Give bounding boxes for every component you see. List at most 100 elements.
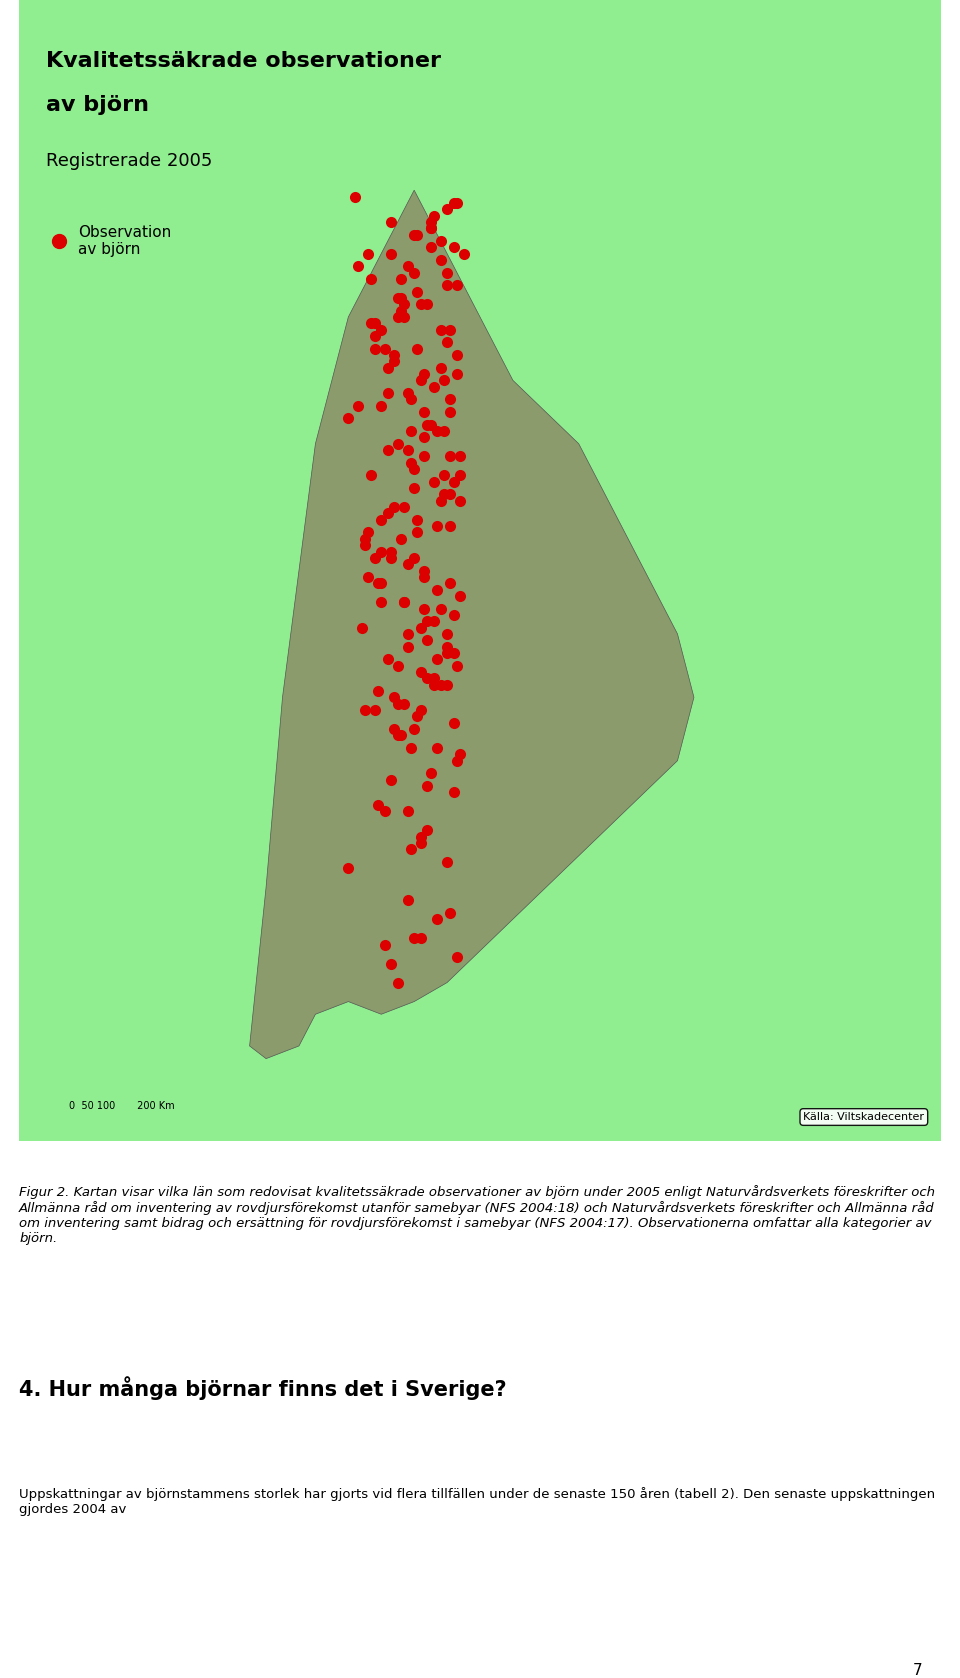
Text: Figur 2. Kartan visar vilka län som redovisat kvalitetssäkrade observationer av : Figur 2. Kartan visar vilka län som redo…: [19, 1185, 935, 1245]
Point: [443, 571, 458, 597]
Point: [420, 628, 435, 654]
Point: [417, 443, 432, 470]
Point: [426, 664, 442, 691]
Point: [360, 519, 375, 545]
Point: [446, 190, 462, 216]
Polygon shape: [19, 0, 941, 1141]
Point: [456, 240, 471, 267]
Point: [403, 418, 419, 445]
Point: [449, 272, 465, 299]
Point: [383, 544, 398, 571]
Text: Registrerade 2005: Registrerade 2005: [45, 153, 212, 169]
Point: [364, 461, 379, 488]
Point: [383, 950, 398, 977]
Point: [420, 411, 435, 438]
Text: Uppskattningar av björnstammens storlek har gjorts vid flera tillfällen under de: Uppskattningar av björnstammens storlek …: [19, 1487, 935, 1515]
Point: [394, 525, 409, 552]
Point: [436, 482, 451, 508]
Point: [429, 906, 444, 933]
Point: [449, 943, 465, 970]
Point: [390, 722, 405, 748]
Point: [420, 290, 435, 317]
Point: [406, 544, 421, 571]
Point: [433, 671, 448, 698]
Point: [367, 544, 382, 571]
Text: Källa: Viltskadecenter: Källa: Viltskadecenter: [804, 1113, 924, 1123]
Point: [390, 653, 405, 680]
Point: [446, 468, 462, 495]
Point: [406, 715, 421, 742]
Point: [383, 208, 398, 235]
Point: [449, 653, 465, 680]
Point: [440, 196, 455, 223]
Point: [367, 336, 382, 362]
Point: [396, 304, 412, 331]
Point: [446, 233, 462, 260]
Point: [433, 596, 448, 623]
Point: [433, 247, 448, 274]
Point: [446, 601, 462, 628]
Text: av björn: av björn: [45, 96, 149, 116]
Point: [380, 500, 396, 527]
Point: [400, 550, 416, 577]
Point: [440, 633, 455, 659]
Point: [426, 201, 442, 228]
Point: [410, 221, 425, 248]
Point: [354, 614, 370, 641]
Point: [426, 468, 442, 495]
Point: [403, 450, 419, 477]
Point: [410, 279, 425, 305]
Text: 7: 7: [913, 1663, 923, 1678]
Point: [413, 696, 428, 723]
Point: [423, 760, 439, 787]
Point: [417, 399, 432, 426]
Point: [446, 779, 462, 805]
Point: [429, 646, 444, 673]
Point: [452, 461, 468, 488]
Point: [417, 557, 432, 584]
Point: [400, 253, 416, 280]
Point: [443, 899, 458, 926]
Text: Kvalitetssäkrade observationer: Kvalitetssäkrade observationer: [45, 50, 441, 70]
Point: [433, 487, 448, 513]
Point: [403, 735, 419, 762]
Point: [390, 304, 405, 331]
Point: [350, 253, 366, 280]
Point: [373, 589, 389, 616]
Point: [373, 507, 389, 534]
Point: [443, 315, 458, 342]
Point: [367, 696, 382, 723]
Polygon shape: [250, 190, 694, 1059]
Point: [387, 493, 402, 520]
Point: [423, 215, 439, 242]
Point: [429, 418, 444, 445]
Point: [423, 208, 439, 235]
Point: [403, 836, 419, 862]
Point: [357, 532, 372, 559]
Point: [420, 772, 435, 799]
Point: [436, 461, 451, 488]
Point: [390, 430, 405, 456]
Point: [400, 379, 416, 406]
Point: [390, 285, 405, 312]
Point: [373, 539, 389, 565]
Point: [371, 571, 386, 597]
Point: [364, 310, 379, 337]
Point: [360, 240, 375, 267]
Point: [400, 621, 416, 648]
Point: [413, 829, 428, 856]
Point: [413, 367, 428, 394]
Point: [396, 589, 412, 616]
Point: [400, 886, 416, 913]
Point: [420, 664, 435, 691]
Point: [436, 367, 451, 394]
Point: [413, 614, 428, 641]
Point: [443, 482, 458, 508]
Point: [406, 258, 421, 285]
Point: [417, 425, 432, 451]
Point: [406, 925, 421, 951]
Point: [449, 361, 465, 388]
Point: [449, 342, 465, 369]
Point: [423, 233, 439, 260]
Point: [452, 487, 468, 513]
